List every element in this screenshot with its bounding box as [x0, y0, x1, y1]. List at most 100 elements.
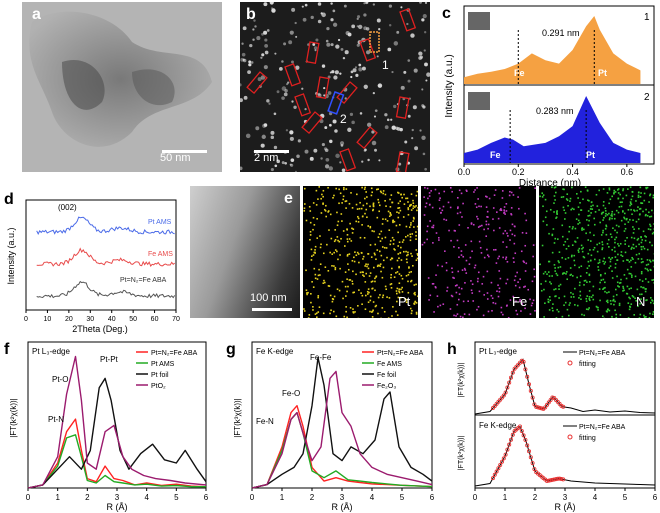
eds-dot — [315, 312, 318, 315]
eds-dot — [481, 283, 484, 285]
eds-dot — [640, 202, 642, 204]
eds-dot — [614, 191, 617, 193]
eds-dot — [632, 258, 634, 260]
eds-map-pt — [303, 186, 418, 318]
eds-dot — [487, 223, 490, 226]
eds-dot — [592, 294, 594, 297]
eds-dot — [428, 192, 431, 194]
x-tick-label: 5 — [400, 493, 405, 502]
eds-dot — [604, 281, 606, 284]
eds-dot — [581, 229, 583, 231]
eds-dot — [327, 269, 330, 272]
eds-dot — [324, 266, 327, 268]
atom-dot — [281, 96, 285, 100]
eds-dot — [414, 291, 416, 294]
eds-dot — [626, 217, 628, 220]
eds-dot — [493, 229, 495, 232]
atom-dot — [273, 145, 278, 150]
eds-dot — [648, 211, 650, 214]
eds-dot — [453, 229, 456, 232]
eds-dot — [393, 220, 396, 223]
legend-label: Pt=N₂=Fe ABA — [377, 350, 424, 357]
eds-dot — [431, 226, 433, 229]
atom-dot — [281, 60, 284, 63]
xrd-label-aba: Pt=N₂=Fe ABA — [120, 277, 167, 284]
eds-dot — [533, 268, 535, 271]
eds-dot — [570, 273, 572, 276]
eds-dot — [426, 187, 429, 190]
eds-dot — [328, 229, 330, 231]
eds-dot — [483, 228, 485, 231]
eds-dot — [374, 277, 376, 280]
eds-dot — [630, 276, 633, 278]
h-fit-point — [518, 424, 523, 429]
eds-dot — [588, 199, 590, 202]
eds-dot — [498, 227, 501, 229]
eds-dot — [542, 194, 545, 196]
eds-dot — [645, 208, 647, 211]
eds-dot — [498, 255, 500, 258]
eds-dot — [569, 274, 572, 276]
eds-dot — [322, 189, 325, 192]
eds-dot — [640, 298, 642, 300]
eds-dot — [611, 256, 614, 259]
eds-dot — [352, 228, 355, 230]
eds-dot — [564, 301, 567, 304]
eds-dot — [336, 236, 339, 238]
eds-dot — [551, 233, 554, 236]
eds-dot — [524, 244, 527, 247]
eds-dot — [400, 246, 402, 249]
eds-dot — [472, 300, 475, 302]
atom-dot — [323, 147, 328, 151]
eds-dot — [638, 191, 640, 194]
eds-dot — [396, 287, 399, 290]
eds-dot — [352, 291, 354, 294]
eds-dot — [514, 284, 517, 287]
eds-dot — [631, 246, 633, 249]
eds-dot — [590, 205, 592, 208]
eds-dot — [514, 225, 516, 228]
eds-dot — [320, 212, 323, 214]
atom-pair-box — [395, 151, 410, 172]
eds-dot — [586, 281, 588, 283]
atom-dot — [240, 98, 243, 103]
atom-dot — [310, 15, 314, 20]
eds-dot — [620, 205, 623, 208]
eds-dot — [352, 311, 355, 313]
eds-dot — [587, 215, 589, 217]
eds-dot — [613, 189, 616, 192]
eds-dot — [637, 305, 639, 307]
atom-dot — [356, 17, 359, 21]
eds-dot — [414, 301, 416, 303]
eds-dot — [462, 300, 465, 303]
eds-dot — [456, 313, 459, 315]
eds-dot — [504, 230, 507, 232]
eds-dot — [306, 292, 308, 294]
atom-dot — [252, 38, 255, 41]
eds-dot — [637, 206, 639, 208]
eds-dot — [652, 302, 654, 305]
eds-dot — [520, 250, 523, 253]
atom-dot — [286, 83, 289, 86]
eds-dot — [646, 299, 648, 301]
eds-dot — [560, 196, 563, 198]
eds-dot — [634, 275, 637, 278]
atom-pair-box — [246, 71, 268, 95]
eds-dot — [644, 214, 647, 217]
eds-dot — [390, 287, 393, 289]
eds-dot — [400, 288, 402, 291]
eds-dot — [645, 299, 647, 302]
eds-dot — [552, 303, 554, 305]
eds-dot — [368, 275, 371, 277]
h-fit-point — [498, 462, 503, 467]
eds-dot — [639, 313, 642, 316]
eds-dot — [352, 270, 354, 273]
atom-pair-box — [315, 76, 330, 100]
atom-dot — [295, 35, 298, 38]
eds-dot — [588, 274, 591, 277]
eds-dot — [458, 256, 460, 258]
panel-h-top-ylabel: |FT(k²χ(k))| — [458, 363, 465, 398]
eds-dot — [645, 186, 647, 189]
eds-dot — [609, 300, 612, 302]
eds-dot — [415, 249, 418, 251]
